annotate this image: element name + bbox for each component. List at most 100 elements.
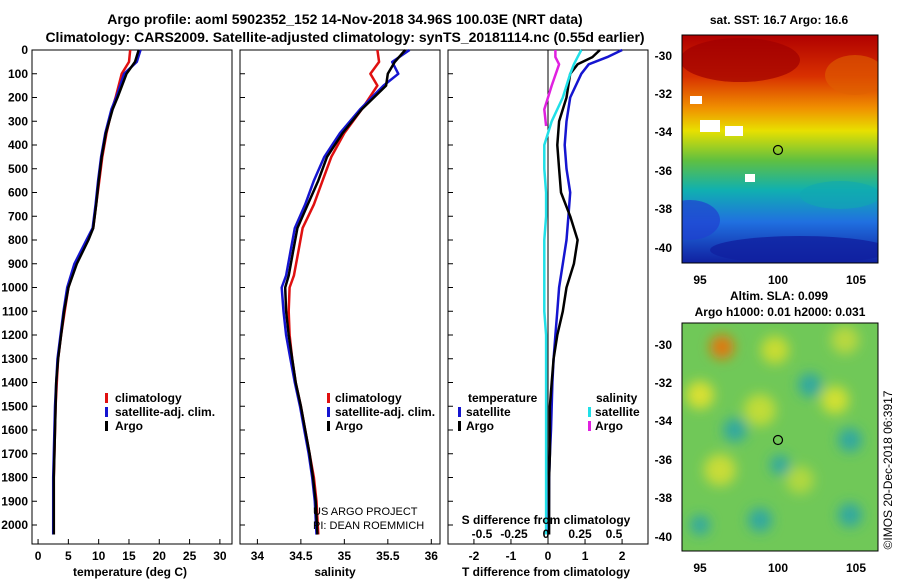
x-tick-label: 2: [619, 549, 626, 563]
sst-map-frame: [681, 34, 879, 264]
salinity-diff-tick-labels: -0.5 -0.25 0 0.25 0.5: [472, 527, 623, 541]
series-line-satellite-adj-clim-: [280, 48, 411, 535]
sst-map-title: sat. SST: 16.7 Argo: 16.6: [710, 13, 849, 27]
depth-tick-label: 800: [8, 233, 28, 247]
sla-xtick: 100: [768, 561, 788, 575]
depth-tick-label: 2000: [1, 518, 28, 532]
series-line-argo: [283, 49, 407, 535]
sla-high: [786, 466, 814, 494]
sla-low: [690, 515, 710, 535]
x-tick-label: -2: [469, 549, 480, 563]
sst-cloud-gap: [700, 120, 720, 132]
sla-high: [710, 335, 734, 359]
legend-label-t-satellite: satellite: [466, 405, 511, 419]
depth-tick-label: 1000: [1, 281, 28, 295]
temperature-legend: climatology satellite-adj. clim. Argo: [105, 391, 215, 433]
x-tick-label: 35: [338, 549, 352, 563]
sla-ytick: -30: [655, 338, 673, 352]
sla-low: [723, 418, 747, 442]
sst-xtick: 95: [693, 273, 707, 287]
legend-label-s-satellite: satellite: [595, 405, 640, 419]
project-credit: US ARGO PROJECT: [313, 506, 418, 518]
legend-label-satellite: satellite-adj. clim.: [335, 405, 435, 419]
argo-location-marker: [772, 434, 784, 446]
sst-ytick: -40: [655, 241, 673, 255]
series-line-t-satellite: [547, 48, 623, 535]
sla-ytick: -38: [655, 491, 673, 505]
sst-warm-patch: [825, 55, 878, 95]
series-line-s-argo: [543, 50, 561, 127]
difference-top-xlabel: S difference from climatology: [462, 513, 631, 527]
difference-axes: -2 -1 0 1 2: [448, 48, 626, 563]
sst-map: [681, 34, 879, 264]
legend-title-temperature: temperature: [468, 391, 538, 405]
s-diff-tick: -0.25: [500, 527, 528, 541]
difference-xlabel: T difference from climatology: [462, 565, 630, 579]
depth-tick-label: 1800: [1, 471, 28, 485]
legend-swatch-t-argo: [458, 421, 461, 431]
x-tick-label: 0: [545, 549, 552, 563]
salinity-xlabel: salinity: [314, 565, 356, 579]
s-diff-tick: 0: [543, 527, 550, 541]
sla-ytick: -34: [655, 414, 673, 428]
sla-map-subtitle: Argo h1000: 0.01 h2000: 0.031: [695, 305, 866, 319]
x-tick-label: 34.5: [289, 549, 313, 563]
sst-ytick: -30: [655, 49, 673, 63]
imos-stamp: ©IMOS 20-Dec-2018 06:3917: [881, 390, 895, 549]
sla-high: [821, 386, 849, 414]
legend-label-argo: Argo: [115, 419, 143, 433]
sla-map: [681, 322, 879, 552]
depth-tick-label: 100: [8, 67, 28, 81]
sst-ytick: -38: [655, 202, 673, 216]
legend-swatch-s-satellite: [588, 407, 591, 417]
depth-tick-label: 0: [21, 43, 28, 57]
sla-high: [744, 394, 776, 426]
sla-ytick: -40: [655, 530, 673, 544]
x-tick-label: 25: [183, 549, 197, 563]
depth-tick-label: 600: [8, 186, 28, 200]
sla-high: [686, 381, 714, 409]
sst-cloud-gap: [690, 96, 702, 104]
temperature-axes: 0 5 10 15 20 25 30: [32, 49, 227, 563]
sla-high: [704, 454, 736, 486]
sst-field-detail: [682, 38, 878, 263]
sla-ytick-labels: -30 -32 -34 -36 -38 -40: [655, 338, 673, 544]
depth-tick-label: 400: [8, 138, 28, 152]
sla-field-detail: [686, 326, 862, 535]
sst-cold-patch: [682, 200, 720, 240]
legend-label-satellite: satellite-adj. clim.: [115, 405, 215, 419]
salinity-panel-frame: [239, 49, 441, 545]
sla-low: [770, 455, 790, 475]
legend-swatch-t-satellite: [458, 407, 461, 417]
series-line-argo: [52, 49, 140, 535]
legend-swatch-argo: [105, 421, 108, 431]
legend-swatch-climatology: [105, 393, 108, 403]
sla-low: [838, 503, 862, 527]
sst-xtick: 105: [846, 273, 866, 287]
x-tick-label: 20: [153, 549, 167, 563]
x-tick-label: 5: [65, 549, 72, 563]
argo-location-marker: [772, 144, 784, 156]
legend-label-climatology: climatology: [115, 391, 182, 405]
sst-cloud-gap: [725, 126, 743, 136]
legend-label-s-argo: Argo: [595, 419, 623, 433]
legend-swatch-s-argo: [588, 421, 591, 431]
depth-tick-label: 700: [8, 209, 28, 223]
x-tick-label: 0: [35, 549, 42, 563]
depth-tick-label: 1400: [1, 376, 28, 390]
sla-map-frame: [681, 322, 879, 552]
x-tick-label: 30: [213, 549, 227, 563]
sst-ytick: -36: [655, 164, 673, 178]
depth-tick-label: 1500: [1, 399, 28, 413]
sst-ytick: -34: [655, 125, 673, 139]
depth-tick-label: 1900: [1, 494, 28, 508]
sla-xtick-labels: 95 100 105: [693, 561, 866, 575]
header-line-1: Argo profile: aoml 5902352_152 14-Nov-20…: [107, 11, 582, 27]
sla-high: [761, 336, 789, 364]
legend-title-salinity: salinity: [596, 391, 638, 405]
legend-label-argo: Argo: [335, 419, 363, 433]
s-diff-tick: 0.5: [606, 527, 623, 541]
sla-low: [748, 508, 772, 532]
depth-tick-label: 300: [8, 114, 28, 128]
